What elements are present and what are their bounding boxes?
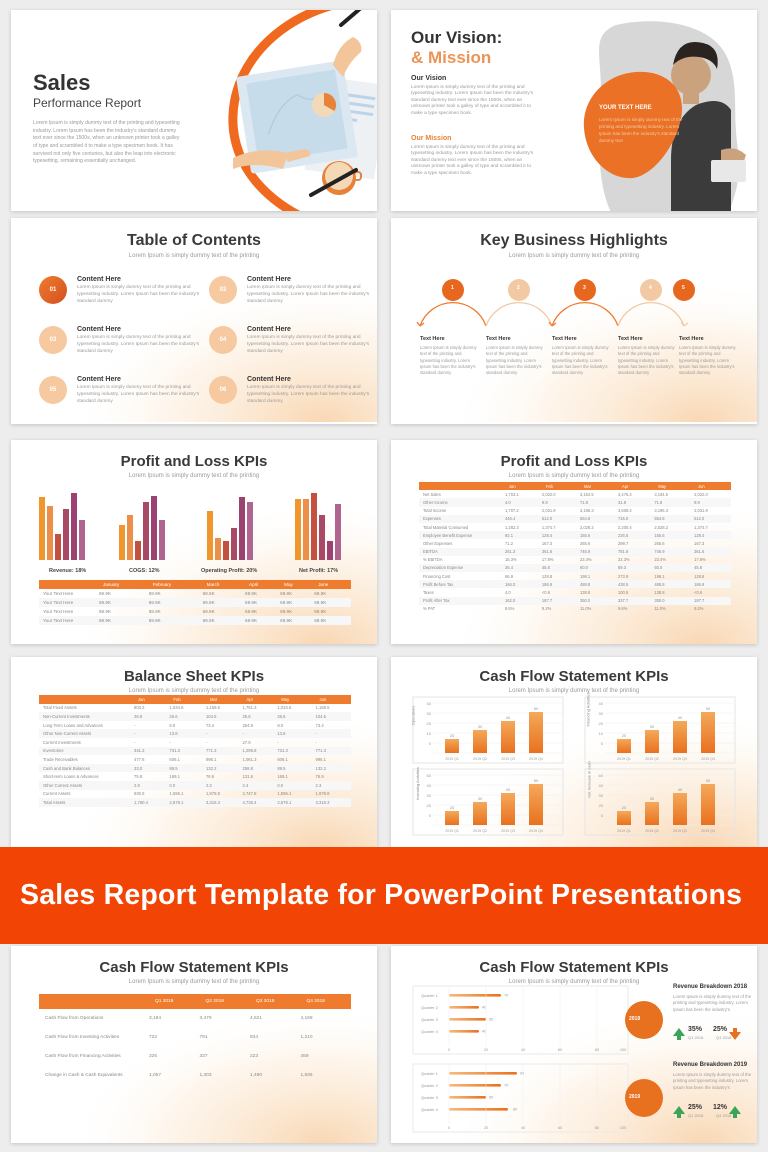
svg-text:2019 Q2: 2019 Q2 xyxy=(645,757,659,761)
svg-text:40: 40 xyxy=(599,701,604,706)
svg-text:50: 50 xyxy=(534,706,539,711)
svg-text:Quarter 3: Quarter 3 xyxy=(421,1017,439,1022)
svg-text:10: 10 xyxy=(599,731,604,736)
svg-text:2019 Q4: 2019 Q4 xyxy=(529,829,543,833)
svg-text:Quarter 2: Quarter 2 xyxy=(421,1083,439,1088)
svg-text:40: 40 xyxy=(427,783,432,788)
svg-text:30: 30 xyxy=(478,724,483,729)
svg-text:Quarter 4: Quarter 4 xyxy=(421,1029,439,1034)
svg-text:70: 70 xyxy=(504,994,508,998)
svg-text:20: 20 xyxy=(622,805,627,810)
svg-text:50: 50 xyxy=(706,706,711,711)
svg-text:20: 20 xyxy=(450,733,455,738)
svg-text:2019 Q2: 2019 Q2 xyxy=(473,829,487,833)
svg-text:2019 Q1: 2019 Q1 xyxy=(445,757,459,761)
svg-text:2019 Q4: 2019 Q4 xyxy=(529,757,543,761)
svg-text:30: 30 xyxy=(599,793,604,798)
svg-text:2019 Q1: 2019 Q1 xyxy=(617,757,631,761)
svg-text:20: 20 xyxy=(427,721,432,726)
svg-text:Quarter 1: Quarter 1 xyxy=(421,993,439,998)
svg-text:40: 40 xyxy=(482,1006,486,1010)
svg-text:10: 10 xyxy=(427,731,432,736)
svg-text:2019 Q2: 2019 Q2 xyxy=(645,829,659,833)
svg-text:80: 80 xyxy=(513,1108,517,1112)
svg-text:100: 100 xyxy=(620,1126,626,1130)
svg-text:20: 20 xyxy=(427,803,432,808)
svg-text:40: 40 xyxy=(521,1126,525,1130)
svg-text:30: 30 xyxy=(427,793,432,798)
svg-text:0: 0 xyxy=(601,741,604,746)
svg-text:2019 Q3: 2019 Q3 xyxy=(501,829,515,833)
svg-text:30: 30 xyxy=(478,796,483,801)
svg-text:2019 Q3: 2019 Q3 xyxy=(501,757,515,761)
svg-text:2019 Q4: 2019 Q4 xyxy=(701,757,715,761)
svg-text:40: 40 xyxy=(678,715,683,720)
svg-text:Quarter 1: Quarter 1 xyxy=(421,1071,439,1076)
svg-text:20: 20 xyxy=(450,805,455,810)
svg-text:2019 Q4: 2019 Q4 xyxy=(701,829,715,833)
svg-text:30: 30 xyxy=(650,724,655,729)
svg-text:2019 Q3: 2019 Q3 xyxy=(673,829,687,833)
svg-text:20: 20 xyxy=(484,1048,488,1052)
svg-text:50: 50 xyxy=(706,778,711,783)
svg-text:0: 0 xyxy=(448,1048,450,1052)
svg-text:0: 0 xyxy=(429,741,432,746)
svg-text:2019 Q1: 2019 Q1 xyxy=(617,829,631,833)
svg-text:40: 40 xyxy=(427,701,432,706)
svg-text:2019 Q1: 2019 Q1 xyxy=(445,829,459,833)
svg-text:20: 20 xyxy=(484,1126,488,1130)
svg-text:100: 100 xyxy=(620,1048,626,1052)
svg-text:20: 20 xyxy=(599,721,604,726)
svg-text:70: 70 xyxy=(504,1084,508,1088)
svg-text:30: 30 xyxy=(427,711,432,716)
svg-text:60: 60 xyxy=(599,773,604,778)
svg-text:Quarter 3: Quarter 3 xyxy=(421,1095,439,1100)
svg-text:40: 40 xyxy=(506,787,511,792)
svg-text:60: 60 xyxy=(558,1048,562,1052)
svg-text:2019 Q2: 2019 Q2 xyxy=(473,757,487,761)
svg-text:99: 99 xyxy=(520,1072,524,1076)
svg-text:40: 40 xyxy=(521,1048,525,1052)
svg-text:0: 0 xyxy=(448,1126,450,1130)
svg-text:50: 50 xyxy=(489,1096,493,1100)
svg-text:40: 40 xyxy=(506,715,511,720)
svg-text:0: 0 xyxy=(429,813,432,818)
svg-text:2019 Q3: 2019 Q3 xyxy=(673,757,687,761)
svg-text:40: 40 xyxy=(482,1030,486,1034)
svg-text:60: 60 xyxy=(558,1126,562,1130)
svg-text:40: 40 xyxy=(599,783,604,788)
svg-text:60: 60 xyxy=(427,773,432,778)
svg-text:30: 30 xyxy=(650,796,655,801)
svg-text:40: 40 xyxy=(678,787,683,792)
svg-text:Quarter 2: Quarter 2 xyxy=(421,1005,439,1010)
svg-text:30: 30 xyxy=(599,711,604,716)
svg-text:20: 20 xyxy=(622,733,627,738)
svg-text:20: 20 xyxy=(599,803,604,808)
svg-text:50: 50 xyxy=(489,1018,493,1022)
svg-text:50: 50 xyxy=(534,778,539,783)
svg-text:80: 80 xyxy=(595,1126,599,1130)
svg-text:Quarter 4: Quarter 4 xyxy=(421,1107,439,1112)
svg-text:0: 0 xyxy=(601,813,604,818)
svg-text:80: 80 xyxy=(595,1048,599,1052)
